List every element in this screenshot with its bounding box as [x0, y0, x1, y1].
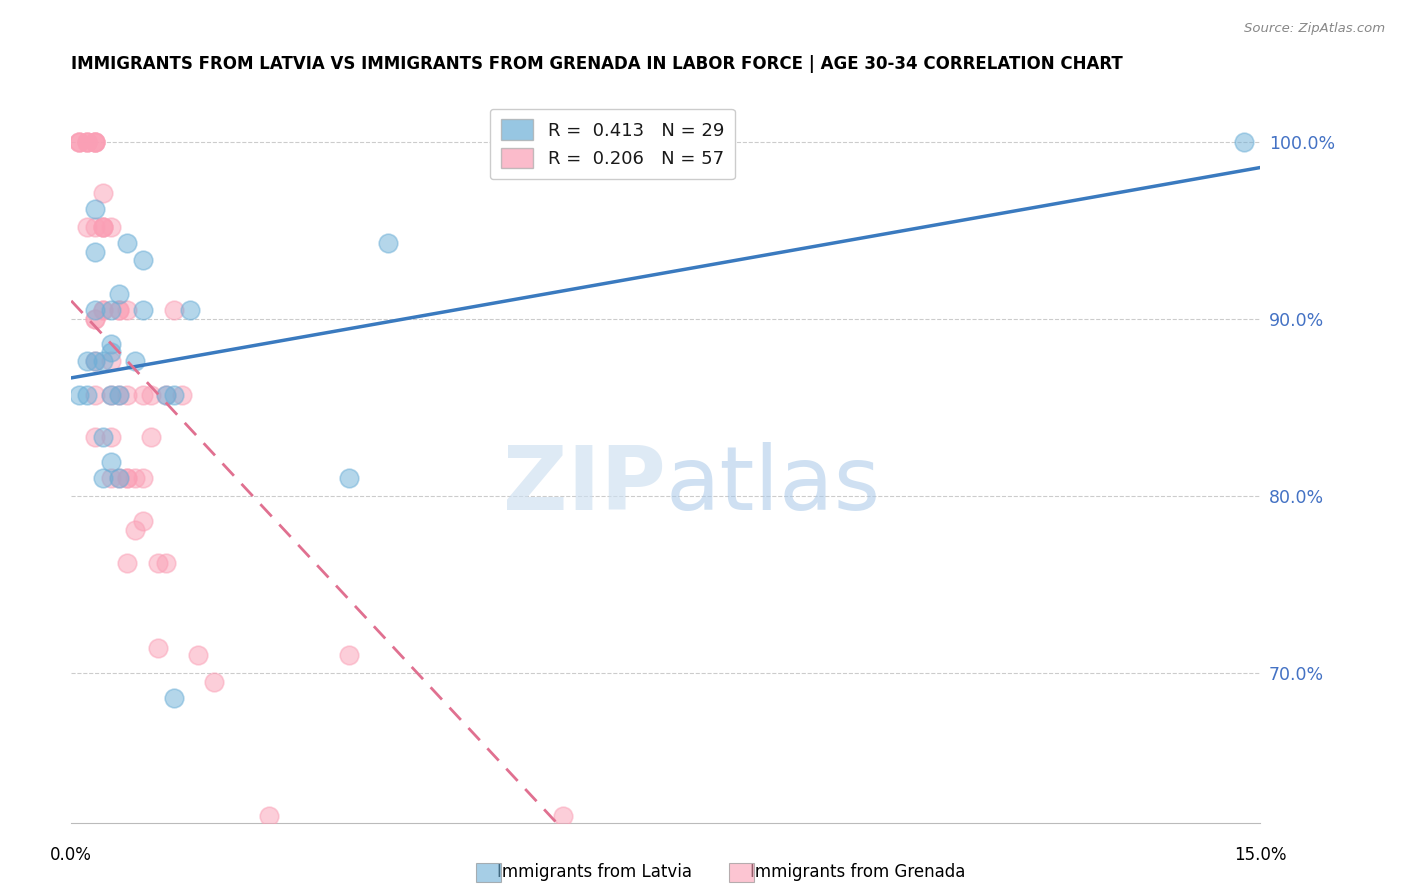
Point	[84, 244, 107, 259]
Point	[115, 471, 138, 485]
Point	[115, 235, 138, 250]
Point	[84, 311, 107, 326]
Point	[91, 302, 114, 317]
Point	[91, 186, 114, 200]
Point	[91, 354, 114, 368]
Point	[91, 471, 114, 485]
Point	[551, 809, 574, 823]
Point	[148, 556, 170, 570]
Text: ZIP: ZIP	[503, 442, 666, 529]
Point	[100, 430, 122, 444]
Point	[115, 388, 138, 402]
Point	[76, 388, 98, 402]
Point	[84, 311, 107, 326]
Point	[84, 135, 107, 149]
Point	[124, 471, 146, 485]
Point	[337, 471, 360, 485]
Point	[259, 809, 281, 823]
Point	[84, 354, 107, 368]
Point	[67, 388, 90, 402]
Point	[76, 135, 98, 149]
Point	[337, 648, 360, 663]
Point	[179, 302, 201, 317]
Point	[115, 302, 138, 317]
Point	[131, 514, 153, 528]
Point	[91, 219, 114, 234]
Point	[84, 219, 107, 234]
Point	[91, 219, 114, 234]
Point	[84, 135, 107, 149]
Point	[1233, 135, 1256, 149]
Point	[131, 302, 153, 317]
Point	[107, 471, 129, 485]
Point	[107, 388, 129, 402]
Point	[100, 471, 122, 485]
Point	[163, 690, 186, 705]
Point	[67, 135, 90, 149]
Point	[155, 556, 177, 570]
Point	[107, 302, 129, 317]
Point	[76, 354, 98, 368]
Point	[496, 135, 519, 149]
Point	[100, 219, 122, 234]
Point	[107, 471, 129, 485]
Point	[107, 388, 129, 402]
Point	[187, 648, 209, 663]
Text: IMMIGRANTS FROM LATVIA VS IMMIGRANTS FROM GRENADA IN LABOR FORCE | AGE 30-34 COR: IMMIGRANTS FROM LATVIA VS IMMIGRANTS FRO…	[72, 55, 1123, 73]
Point	[155, 388, 177, 402]
Text: 15.0%: 15.0%	[1234, 846, 1286, 863]
Point	[84, 388, 107, 402]
Point	[155, 388, 177, 402]
Point	[91, 430, 114, 444]
Point	[76, 219, 98, 234]
Text: Source: ZipAtlas.com: Source: ZipAtlas.com	[1244, 22, 1385, 36]
Point	[91, 302, 114, 317]
Point	[172, 388, 194, 402]
Legend: R =  0.413   N = 29, R =  0.206   N = 57: R = 0.413 N = 29, R = 0.206 N = 57	[489, 109, 735, 179]
Point	[84, 302, 107, 317]
Point	[84, 354, 107, 368]
Point	[76, 135, 98, 149]
Text: atlas: atlas	[666, 442, 882, 529]
Point	[163, 302, 186, 317]
Point	[139, 430, 162, 444]
Point	[163, 388, 186, 402]
Text: 0.0%: 0.0%	[51, 846, 93, 863]
Point	[115, 556, 138, 570]
Point	[100, 455, 122, 469]
Text: Immigrants from Grenada: Immigrants from Grenada	[751, 863, 966, 881]
Point	[124, 523, 146, 537]
Point	[377, 235, 399, 250]
Point	[124, 354, 146, 368]
Point	[67, 135, 90, 149]
Point	[115, 471, 138, 485]
Point	[100, 388, 122, 402]
Point	[131, 253, 153, 268]
Point	[84, 430, 107, 444]
Point	[100, 336, 122, 351]
Point	[100, 345, 122, 359]
Point	[76, 135, 98, 149]
Point	[100, 388, 122, 402]
Point	[84, 202, 107, 216]
Point	[84, 135, 107, 149]
Point	[91, 219, 114, 234]
Point	[202, 674, 225, 689]
Point	[131, 471, 153, 485]
Point	[67, 135, 90, 149]
Point	[100, 302, 122, 317]
Point	[139, 388, 162, 402]
Point	[148, 641, 170, 656]
Point	[107, 302, 129, 317]
Text: Immigrants from Latvia: Immigrants from Latvia	[498, 863, 692, 881]
Point	[84, 135, 107, 149]
Point	[100, 354, 122, 368]
Point	[107, 287, 129, 301]
Point	[131, 388, 153, 402]
